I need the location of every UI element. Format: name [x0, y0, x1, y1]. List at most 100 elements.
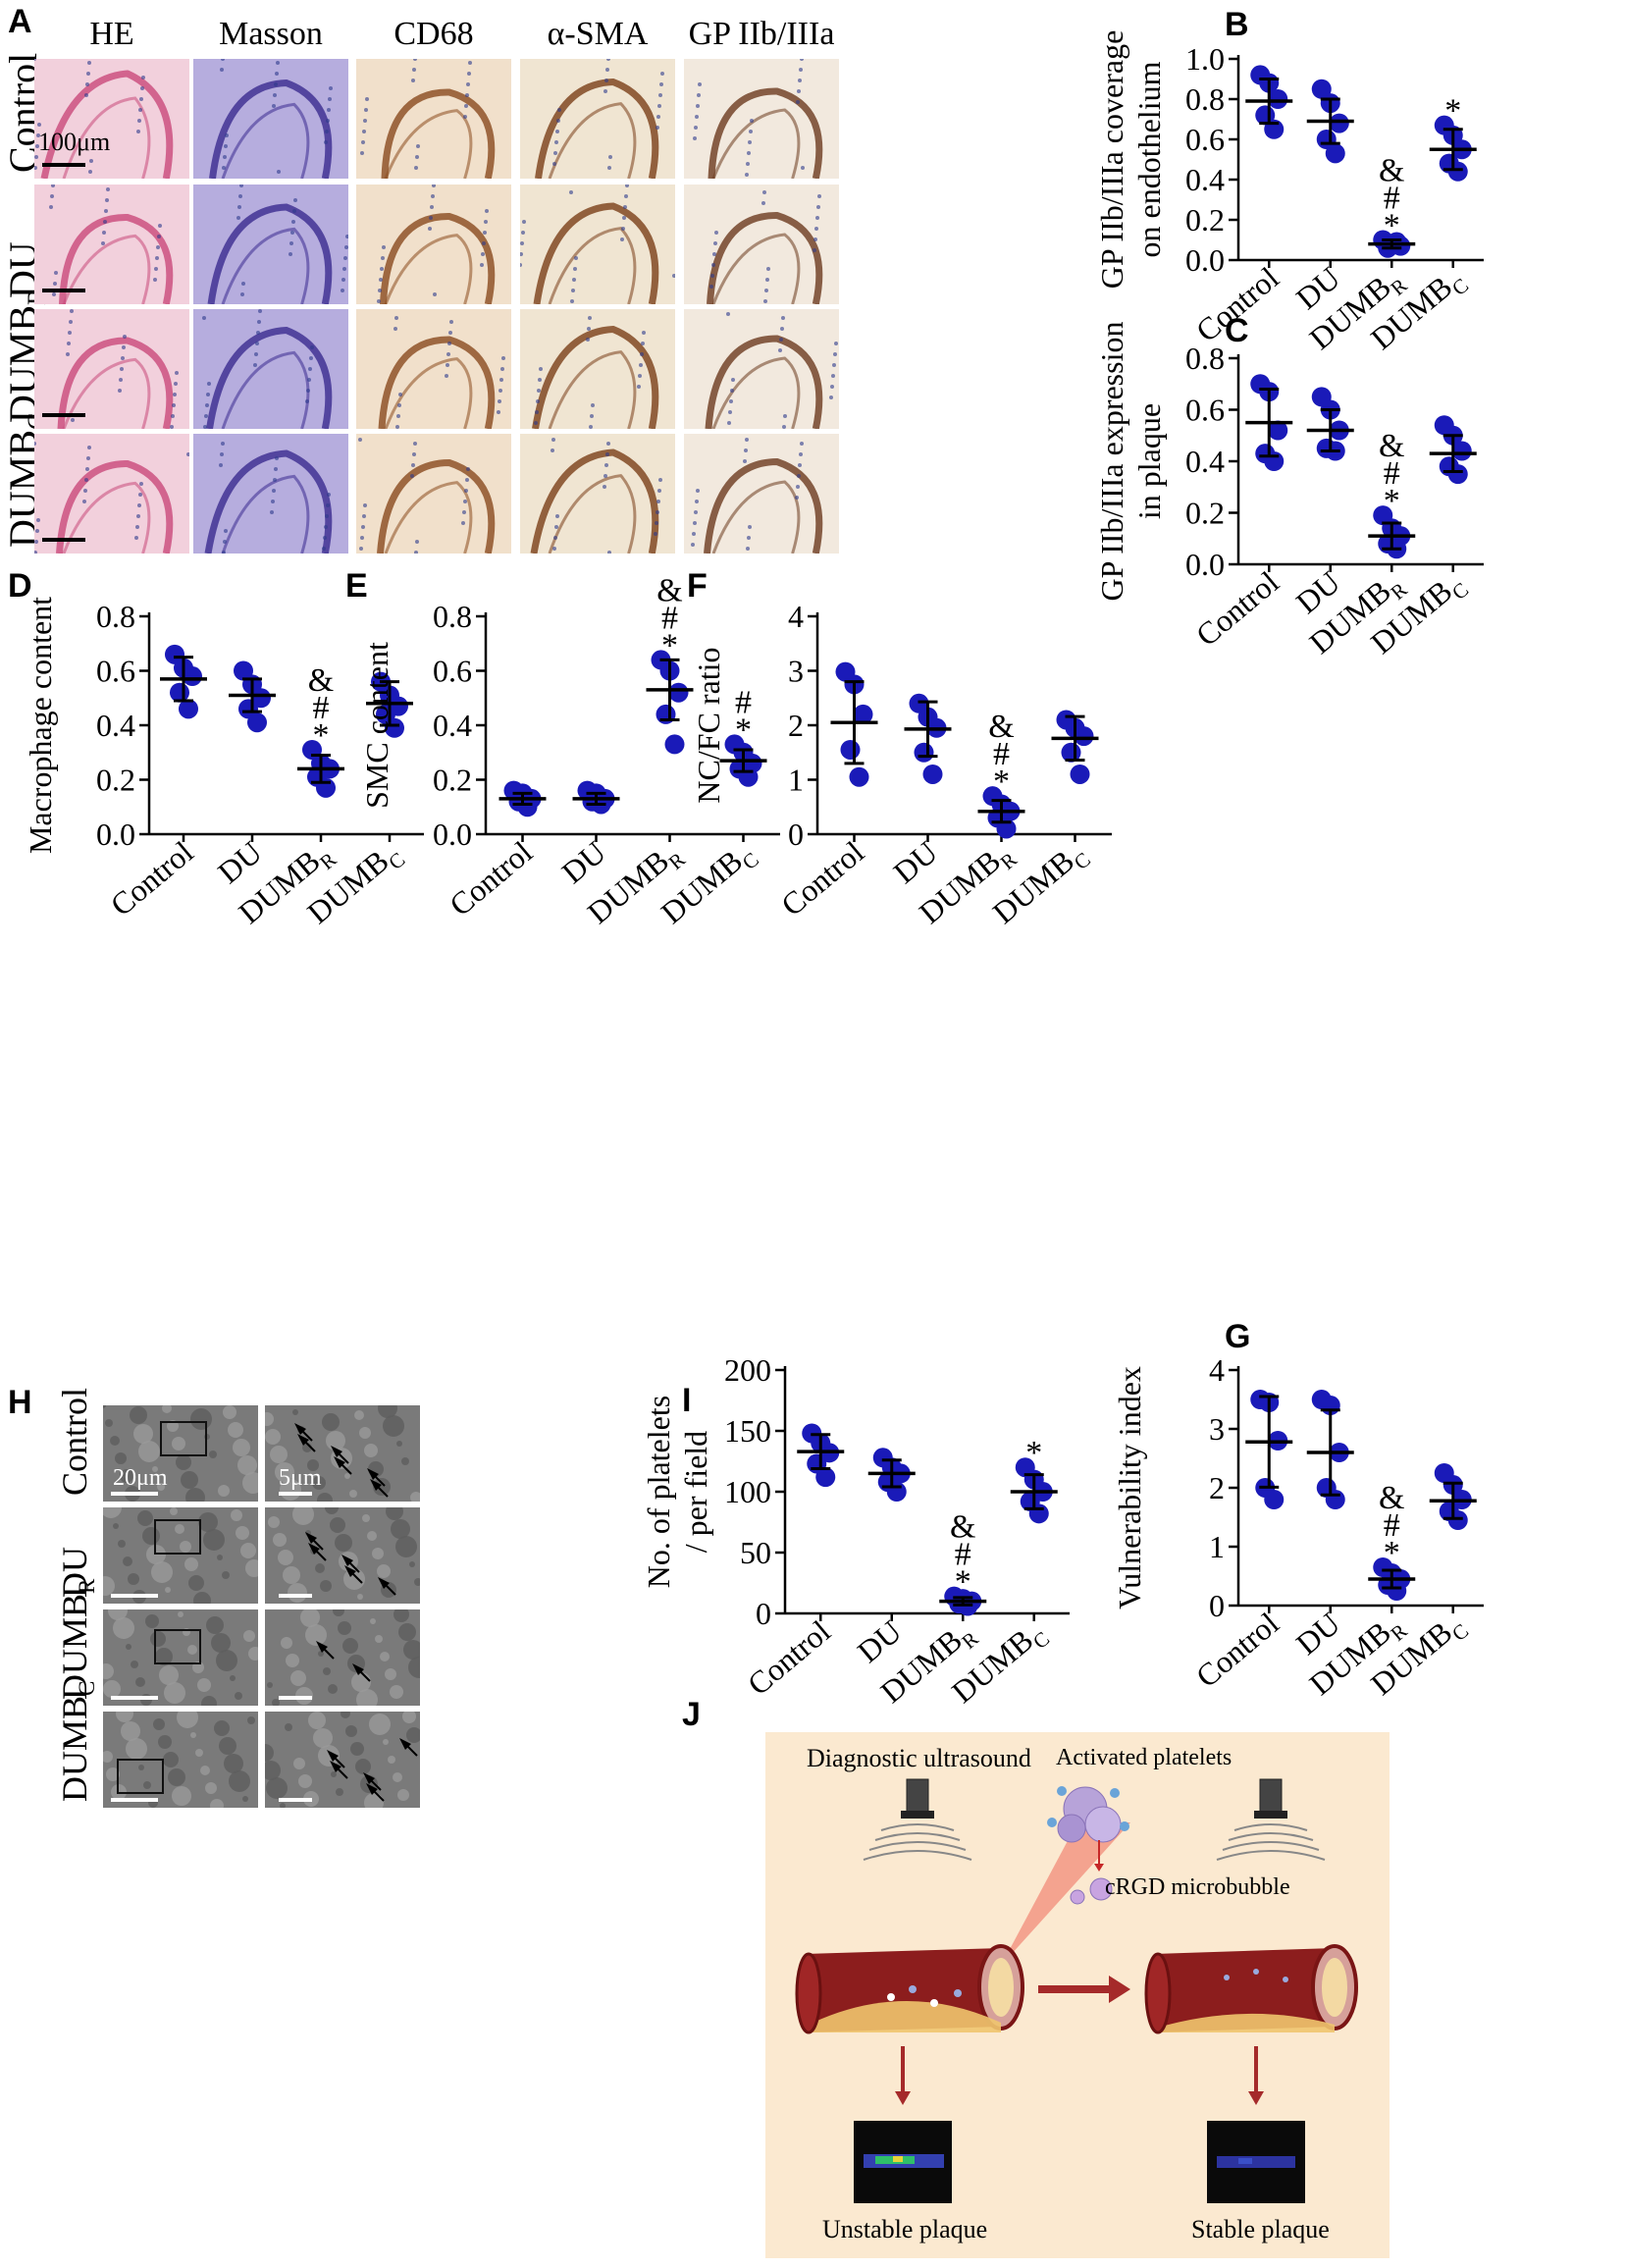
significance-mark: *: [313, 717, 330, 754]
vessel-left-icon: [795, 1944, 1024, 2034]
sem-scale-bar-left-r1: [111, 1594, 158, 1598]
data-point: [1447, 161, 1468, 182]
data-point: [849, 766, 869, 787]
x-tick-label: DUMBC: [1364, 564, 1473, 665]
histology-tile-r0-c1: [193, 59, 348, 179]
significance-mark: *: [955, 1564, 971, 1601]
significance-mark: &: [1379, 153, 1404, 189]
y-tick-label: 100: [724, 1474, 771, 1509]
significance-mark: *: [993, 764, 1010, 800]
histology-tile-r2-c2: [356, 309, 511, 429]
scale-bar-a0: [42, 163, 85, 167]
chart-letter-D: D: [8, 567, 32, 605]
x-tick-label: DUMBC: [986, 834, 1095, 935]
column-header-0: HE: [89, 16, 134, 52]
transition-arrow-icon: [1038, 1976, 1130, 2003]
significance-mark: #: [1384, 181, 1400, 217]
y-tick-label: 0.2: [1185, 496, 1225, 531]
y-tick-label: 0.4: [433, 708, 472, 743]
histology-tile-r2-c3: [520, 309, 675, 429]
scale-bar-a1: [42, 289, 85, 292]
scale-bar-a3: [42, 538, 85, 542]
y-axis-label: No. of platelets: [641, 1396, 676, 1588]
significance-mark: *: [1025, 1435, 1042, 1471]
arrow-icon: [331, 1446, 349, 1464]
data-point: [1447, 464, 1468, 485]
y-tick-label: 50: [740, 1535, 771, 1570]
data-point: [1329, 113, 1349, 133]
data-point: [247, 712, 267, 733]
histology-tile-r1-c0: [34, 185, 189, 304]
sem-scale-bar-left-r0: [111, 1492, 158, 1496]
column-header-3: α-SMA: [547, 16, 649, 52]
data-point: [1264, 451, 1285, 471]
chart-letter-E: E: [345, 567, 368, 605]
sem-scale-bar-left-r3: [111, 1798, 158, 1802]
activated-platelets-label: Activated platelets: [1056, 1745, 1233, 1770]
y-axis-label: on endothelium: [1131, 61, 1167, 257]
down-arrow-right-icon: [1248, 2046, 1264, 2105]
sem-scale-bar-right-r0: [279, 1492, 312, 1496]
arrow-icon: [305, 1532, 324, 1551]
y-tick-label: 0.6: [1185, 122, 1225, 157]
y-tick-label: 2: [1209, 1470, 1225, 1505]
significance-mark: #: [1384, 455, 1400, 492]
data-point: [1264, 1490, 1285, 1509]
data-point: [1447, 1510, 1468, 1530]
data-point: [183, 666, 202, 687]
y-tick-label: 0: [1209, 1588, 1225, 1623]
sem-tile-r3-c0: [103, 1712, 258, 1808]
sem-tile-r2-c1: [265, 1609, 420, 1706]
data-point: [914, 742, 934, 763]
significance-mark: *: [661, 627, 678, 663]
data-point: [1451, 441, 1472, 461]
arrow-icon: [308, 1543, 327, 1561]
significance-mark: #: [661, 600, 678, 636]
histology-tile-r0-c4: [684, 59, 839, 179]
significance-mark: &: [1379, 1480, 1404, 1516]
arrow-icon: [341, 1555, 360, 1573]
zoom-box-r1: [154, 1519, 201, 1555]
y-tick-label: 3: [1209, 1411, 1225, 1447]
significance-mark: #: [955, 1537, 971, 1573]
significance-mark: #: [735, 684, 752, 720]
vessel-right-icon: [1144, 1944, 1358, 2034]
y-tick-label: 4: [1209, 1352, 1225, 1388]
y-tick-label: 0.8: [1185, 341, 1225, 376]
significance-mark: &: [656, 577, 682, 608]
significance-mark: &: [988, 709, 1014, 745]
sem-scale-label-right: 5μm: [279, 1465, 322, 1491]
x-tick-label: DU: [886, 834, 944, 890]
chart-letter-B: B: [1225, 6, 1249, 43]
y-axis-label: SMC content: [359, 642, 394, 809]
x-tick-label: Control: [1189, 1606, 1285, 1695]
column-header-1: Masson: [219, 16, 323, 52]
zoom-box-r0: [160, 1421, 207, 1456]
histology-tile-r1-c1: [193, 185, 348, 304]
y-tick-label: 1: [1209, 1529, 1225, 1564]
scale-bar-a2: [42, 413, 85, 417]
panel-h-row-label-0: Control: [55, 1387, 94, 1496]
y-tick-label: 1.0: [1185, 41, 1225, 77]
y-tick-label: 0: [756, 1596, 771, 1631]
arrow-icon: [352, 1663, 371, 1682]
y-tick-label: 4: [788, 599, 804, 634]
y-tick-label: 0.8: [96, 599, 135, 634]
panel-j-schematic: Diagnostic ultrasound Activated platelet…: [765, 1732, 1390, 2258]
zoom-box-r3: [117, 1759, 164, 1794]
y-tick-label: 0.8: [1185, 81, 1225, 117]
chart-letter-I: I: [682, 1382, 692, 1419]
x-tick-label: DU: [554, 834, 612, 890]
sem-scale-label-left: 20μm: [113, 1465, 168, 1491]
panel-h-row-label-3: DUMBC: [55, 1680, 100, 1802]
y-tick-label: 150: [724, 1413, 771, 1449]
data-point: [1070, 764, 1090, 784]
column-header-2: CD68: [393, 16, 474, 52]
arrow-icon: [327, 1750, 345, 1768]
data-point: [251, 688, 271, 709]
sem-tile-r1-c0: [103, 1507, 258, 1604]
sem-tile-r2-c0: [103, 1609, 258, 1706]
arrow-icon: [363, 1772, 382, 1791]
